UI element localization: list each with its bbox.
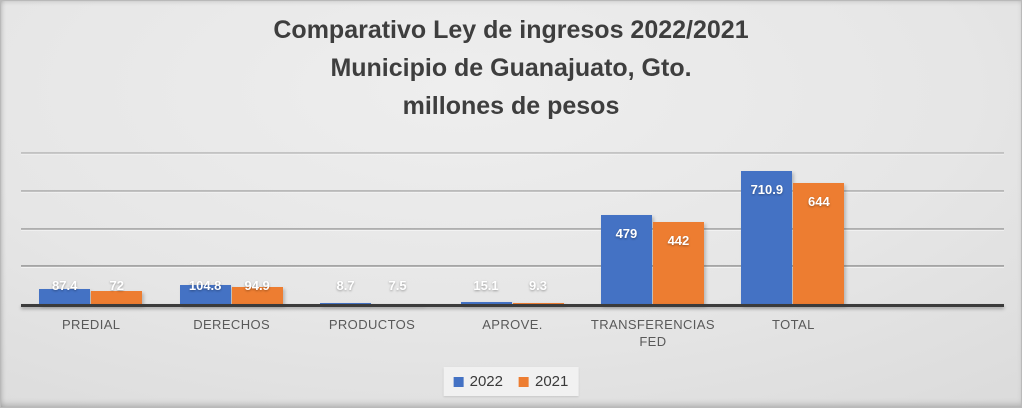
- bar-2022-total: [741, 170, 793, 305]
- data-label-2022-transferencias-fed: 479: [615, 225, 638, 241]
- legend: 2022 2021: [443, 367, 579, 396]
- bar-2022-transferencias-fed: [600, 214, 652, 305]
- category-label-transferencias-fed: TRANSFERENCIAS FED: [590, 317, 715, 349]
- legend-swatch-2022: [453, 376, 464, 387]
- legend-label-2021: 2021: [535, 373, 569, 390]
- data-label-2022-predial: 87.4: [52, 278, 78, 293]
- category-axis: PREDIAL DERECHOS PRODUCTOS APROVE. TRANSFERE…: [21, 316, 1004, 352]
- data-label-2022-total: 710.9: [750, 181, 784, 197]
- data-label-2021-aprove: 9.3: [528, 278, 548, 293]
- category-label-predial: PREDIAL: [61, 317, 121, 332]
- data-label-2022-productos: 8.7: [336, 278, 355, 293]
- bar-2022-derechos: [179, 285, 231, 305]
- gridline-600: [21, 189, 1004, 192]
- gridline-400: [21, 227, 1004, 230]
- data-label-2021-derechos: 94.9: [244, 278, 270, 293]
- category-label-productos: PRODUCTOS: [328, 317, 416, 332]
- data-label-2021-productos: 7.5: [388, 278, 407, 293]
- plot-area: 87.4 72 104.8 94.9 8.7 7.5 15.1 9.3 479 442 710.9 6…: [21, 140, 1004, 305]
- data-label-2021-transferencias-fed: 442: [667, 232, 690, 248]
- category-label-aprove: APROVE.: [482, 317, 543, 332]
- category-label-derechos: DERECHOS: [193, 317, 271, 332]
- bar-2021-transferencias-fed: [652, 221, 704, 305]
- chart-title-line-2: Municipio de Guanajuato, Gto.: [330, 54, 692, 82]
- x-axis-line: [21, 304, 1004, 307]
- data-label-2022-derechos: 104.8: [188, 278, 222, 293]
- bar-2021-predial: [91, 291, 143, 305]
- bar-2021-total: [793, 183, 845, 305]
- data-label-2021-total: 644: [807, 194, 830, 210]
- data-label-2021-predial: 72: [109, 278, 124, 293]
- legend-item-2022: 2022: [453, 373, 503, 390]
- data-label-2022-aprove: 15.1: [473, 278, 499, 293]
- bar-2021-derechos: [231, 287, 283, 305]
- bar-2022-predial: [39, 288, 91, 305]
- gridline-200: [21, 265, 1004, 268]
- chart-title: Comparativo Ley de ingresos 2022/2021 Mu…: [1, 11, 1021, 125]
- bar-2022-aprove: [460, 302, 512, 305]
- gridline-800: [21, 152, 1004, 154]
- legend-item-2021: 2021: [519, 373, 568, 390]
- chart-title-line-3: millones de pesos: [402, 92, 620, 120]
- legend-swatch-2021: [519, 376, 529, 387]
- legend-label-2022: 2022: [469, 373, 503, 390]
- chart-title-line-1: Comparativo Ley de ingresos 2022/2021: [273, 16, 749, 44]
- category-label-total: TOTAL: [772, 317, 815, 332]
